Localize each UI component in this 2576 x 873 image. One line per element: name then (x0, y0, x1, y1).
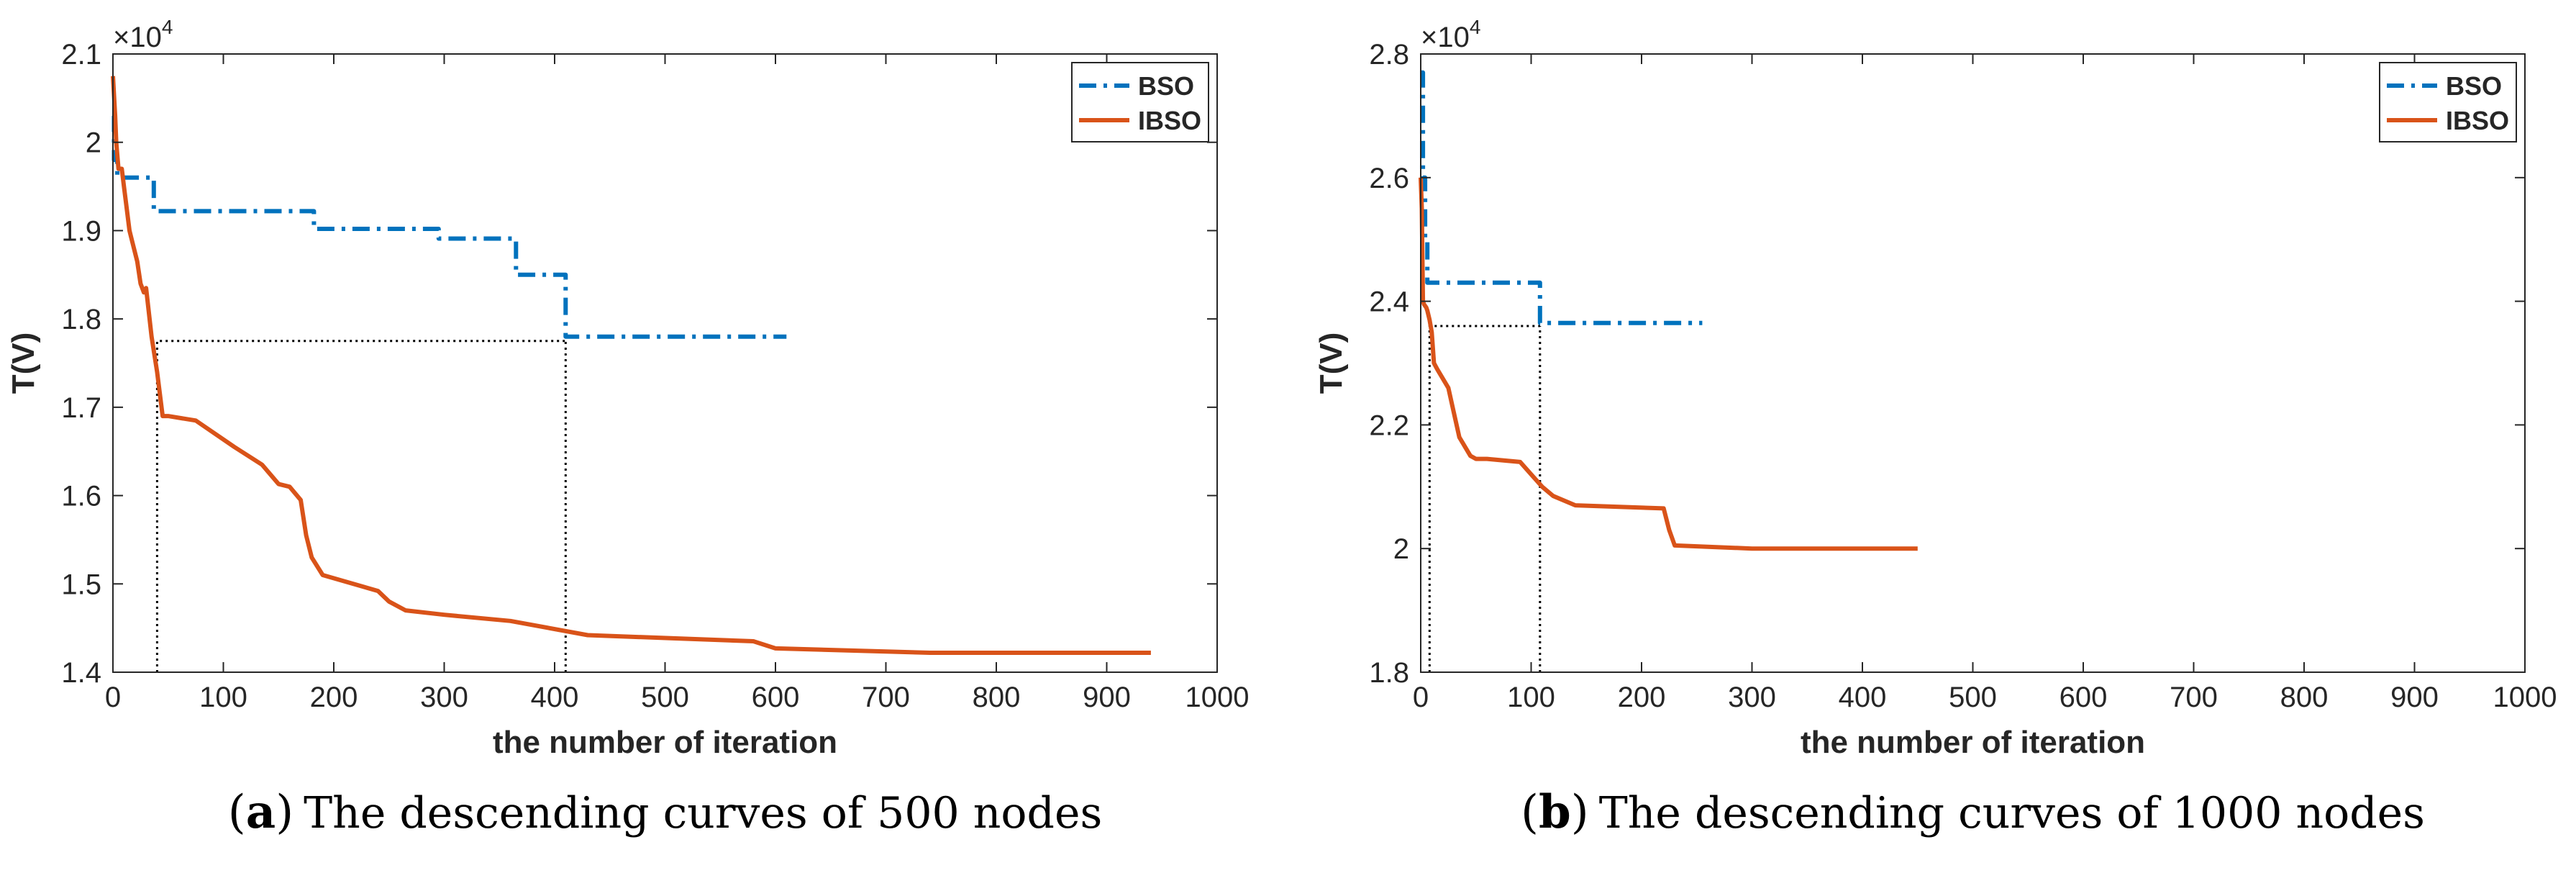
panel-b-y-tick-label: 2 (1393, 533, 1409, 565)
panel-b-y-tick-label: 2.2 (1369, 410, 1409, 441)
panel-a-x-tick-label: 1000 (1185, 682, 1250, 713)
panel-b-x-tick-label: 900 (2390, 682, 2439, 713)
caption-b-open-paren: ( (1521, 786, 1539, 839)
panel-b-plot-area (1421, 54, 2525, 672)
panel-b-legend: BSO IBSO (2379, 62, 2517, 143)
panel-b-y-tick-label: 2.8 (1369, 39, 1409, 71)
panel-b-chart: 0 100 200 300 400 500 600 700 800 900 1000 1.8 2 2.2… (1314, 16, 2557, 760)
caption-a-open-paren: ( (228, 786, 246, 839)
panel-b-x-tick-label: 400 (1839, 682, 1887, 713)
panel-a-exponent-base: ×10 (113, 22, 162, 53)
panel-a-y-tick-label: 1.9 (61, 215, 101, 247)
panel-a-y-tick-label: 1.5 (61, 569, 101, 600)
panel-a-reference-lines (155, 340, 567, 672)
panel-a-x-tick-label: 400 (531, 682, 579, 713)
caption-a-letter: a (246, 785, 276, 839)
panel-b-x-tick-label: 1000 (2493, 682, 2557, 713)
caption-a-text: The descending curves of 500 nodes (304, 788, 1102, 838)
panel-b-x-axis-label: the number of iteration (1801, 725, 2145, 760)
panel-a-x-tick-label: 0 (105, 682, 121, 713)
panel-b-exponent-base: ×10 (1421, 22, 1470, 53)
panel-a-y-tick-label: 1.7 (61, 392, 101, 424)
panel-b-y-exponent: ×104 (1421, 16, 1480, 53)
panel-b-x-tick-label: 800 (2280, 682, 2329, 713)
panel-a-series-ibso-line (111, 76, 1151, 655)
panel-a-reference-line-0 (155, 340, 566, 672)
panel-b-legend-label-bso: BSO (2446, 71, 2502, 101)
panel-b-x-tick-label: 600 (2060, 682, 2108, 713)
panel-b-y-tick-label: 1.8 (1369, 657, 1409, 689)
panel-a-exponent-power: 4 (162, 16, 173, 38)
panel-a-y-tick-label: 2.1 (61, 39, 101, 71)
panel-b-x-tick-label: 0 (1413, 682, 1429, 713)
panel-b-series (1419, 70, 1918, 551)
panel-a-chart: 0 100 200 300 400 500 600 700 800 900 1000 1.41.51… (6, 16, 1249, 760)
caption-b-text: The descending curves of 1000 nodes (1599, 788, 2425, 838)
caption-b-letter: b (1539, 785, 1571, 839)
panel-a-y-exponent: ×104 (113, 16, 173, 53)
panel-a-x-tick-label: 100 (199, 682, 247, 713)
panel-a-x-tick-label: 200 (310, 682, 358, 713)
panel-a-caption: (a) The descending curves of 500 nodes (228, 785, 1103, 839)
panel-b-x-ticks: 0 100 200 300 400 500 600 700 800 900 1000 (1413, 54, 2557, 713)
panel-b-series-ibso-line (1419, 177, 1918, 551)
panel-b-y-tick-label: 2.6 (1369, 163, 1409, 194)
panel-b-exponent-power: 4 (1470, 16, 1481, 38)
panel-b-x-tick-label: 300 (1728, 682, 1776, 713)
panel-a-x-tick-label: 300 (420, 682, 468, 713)
panel-b-y-tick-label: 2.4 (1369, 286, 1409, 318)
panel-b-x-tick-label: 200 (1618, 682, 1666, 713)
panel-a-y-ticks: 1.4 1.5 1.6 1.7 1.8 1.9 2 2.1 (61, 39, 1217, 689)
caption-a-close-paren: ) (276, 786, 293, 839)
panel-a-y-axis-label: T(V) (6, 333, 41, 394)
panel-a-x-ticks: 0 100 200 300 400 500 600 700 800 900 1000 (105, 54, 1250, 713)
panel-b-x-tick-label: 500 (1949, 682, 1997, 713)
panel-a-legend-label-bso: BSO (1138, 71, 1194, 101)
panel-b-x-tick-label: 100 (1507, 682, 1555, 713)
panel-b-x-tick-label: 700 (2170, 682, 2218, 713)
panel-a-x-axis-label: the number of iteration (493, 725, 837, 760)
panel-a-y-tick-label: 1.8 (61, 304, 101, 335)
panel-a-x-tick-label: 600 (752, 682, 800, 713)
panel-a-y-tick-label: 1.6 (61, 481, 101, 512)
panel-a-y-tick-label: 1.4 (61, 657, 101, 689)
panel-b-caption: (b) The descending curves of 1000 nodes (1521, 785, 2425, 839)
panel-a-legend-box (1071, 62, 1209, 143)
panel-a-legend-label-ibso: IBSO (1138, 106, 1201, 135)
panel-a-series (111, 76, 1151, 655)
panel-a-x-tick-label: 900 (1083, 682, 1131, 713)
panel-b-y-axis-label: T(V) (1314, 333, 1349, 394)
panel-b-legend-label-ibso: IBSO (2446, 106, 2509, 135)
panel-a-x-tick-label: 800 (973, 682, 1021, 713)
panel-a-legend: BSO IBSO (1071, 62, 1209, 143)
panel-a-y-tick-label: 2 (86, 127, 101, 159)
panel-a-plot-area (113, 54, 1217, 672)
panel-a-x-tick-label: 700 (862, 682, 910, 713)
panel-b-legend-box (2379, 62, 2517, 143)
panel-b-y-ticks: 1.8 2 2.2 2.4 2.6 2.8 (1369, 39, 2525, 689)
caption-b-close-paren: ) (1571, 786, 1589, 839)
panel-a-x-tick-label: 500 (641, 682, 689, 713)
